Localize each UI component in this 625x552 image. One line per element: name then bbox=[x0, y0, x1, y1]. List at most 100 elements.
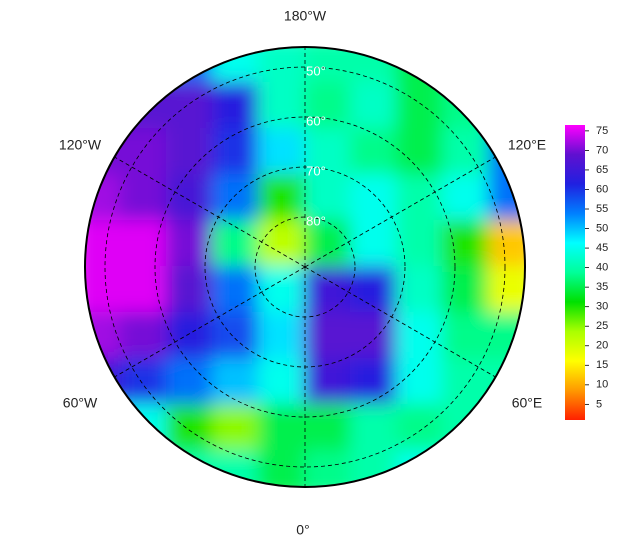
field-cell bbox=[488, 404, 525, 452]
field-cell bbox=[488, 266, 525, 314]
colorbar-label: 35 bbox=[596, 281, 608, 293]
field-cell bbox=[258, 266, 306, 314]
field-cell bbox=[166, 47, 214, 84]
field-cell bbox=[166, 404, 214, 452]
field-cell bbox=[350, 47, 398, 84]
field-cell bbox=[442, 358, 490, 406]
field-cell bbox=[350, 220, 398, 268]
field-cell bbox=[396, 128, 444, 176]
field-cell bbox=[442, 128, 490, 176]
field-cell bbox=[350, 312, 398, 360]
field-cell bbox=[304, 47, 352, 84]
field-cell bbox=[166, 220, 214, 268]
field-cell bbox=[350, 128, 398, 176]
field-cell bbox=[304, 312, 352, 360]
longitude-label: 0° bbox=[296, 522, 309, 538]
field-cell bbox=[166, 358, 214, 406]
colorbar-label: 70 bbox=[596, 144, 608, 156]
field-cell bbox=[212, 82, 260, 130]
field-cell bbox=[350, 266, 398, 314]
colorbar-label: 10 bbox=[596, 379, 608, 391]
field-cell bbox=[488, 312, 525, 360]
field-cell bbox=[350, 174, 398, 222]
colorbar-label: 20 bbox=[596, 340, 608, 352]
field-cell bbox=[396, 450, 444, 487]
field-cell bbox=[85, 82, 122, 130]
field-cell bbox=[350, 358, 398, 406]
field-cell bbox=[212, 404, 260, 452]
field-cell bbox=[166, 450, 214, 487]
field-cell bbox=[304, 220, 352, 268]
field-cell bbox=[442, 174, 490, 222]
field-cell bbox=[350, 82, 398, 130]
field-cell bbox=[212, 47, 260, 84]
field-cell bbox=[120, 82, 168, 130]
field-cell bbox=[85, 174, 122, 222]
field-cell bbox=[258, 358, 306, 406]
field-cell bbox=[442, 220, 490, 268]
field-cell bbox=[396, 47, 444, 84]
field-cell bbox=[488, 174, 525, 222]
field-cell bbox=[304, 450, 352, 487]
field-cell bbox=[396, 404, 444, 452]
colorbar-label: 40 bbox=[596, 262, 608, 274]
field-cell bbox=[120, 312, 168, 360]
latitude-circle bbox=[154, 116, 456, 418]
latitude-label: 80° bbox=[306, 213, 326, 228]
meridian bbox=[304, 266, 496, 378]
field-cell bbox=[212, 220, 260, 268]
field-cell bbox=[488, 82, 525, 130]
field-cell bbox=[304, 128, 352, 176]
field-cell bbox=[120, 47, 168, 84]
field-cell bbox=[442, 404, 490, 452]
latitude-circle bbox=[104, 66, 506, 468]
colorbar-label: 75 bbox=[596, 125, 608, 137]
field-cell bbox=[120, 450, 168, 487]
field-cell bbox=[258, 128, 306, 176]
longitude-label: 180°W bbox=[284, 8, 327, 24]
field-cell bbox=[258, 450, 306, 487]
field-cell bbox=[85, 312, 122, 360]
field-cell bbox=[396, 266, 444, 314]
field-cell bbox=[304, 266, 352, 314]
field-cell bbox=[212, 358, 260, 406]
field-cell bbox=[212, 174, 260, 222]
labels: 180°W 120°E 60°E 0° 60°W 120°W 50° 60° 70° 80° bbox=[59, 8, 546, 538]
latitude-label: 60° bbox=[306, 113, 326, 128]
field-cell bbox=[85, 404, 122, 452]
field-cell bbox=[396, 82, 444, 130]
colorbar-ticks: 5 10 15 20 25 30 35 40 45 50 55 60 65 70 75 bbox=[585, 125, 608, 410]
field-cell bbox=[442, 47, 490, 84]
field-cell bbox=[212, 128, 260, 176]
field-cell bbox=[85, 266, 122, 314]
colorbar-label: 15 bbox=[596, 359, 608, 371]
field-cell bbox=[258, 404, 306, 452]
field-cell bbox=[258, 82, 306, 130]
field-cell bbox=[488, 450, 525, 487]
longitude-label: 60°W bbox=[63, 395, 98, 411]
colorbar-label: 55 bbox=[596, 203, 608, 215]
field-cell bbox=[396, 220, 444, 268]
field-cell bbox=[350, 404, 398, 452]
meridian bbox=[114, 156, 306, 268]
longitude-label: 120°W bbox=[59, 137, 102, 153]
colorbar-label: 60 bbox=[596, 183, 608, 195]
field-cell bbox=[258, 174, 306, 222]
meridian bbox=[304, 156, 496, 268]
field-cell bbox=[350, 450, 398, 487]
field-cell bbox=[304, 174, 352, 222]
colorbar-label: 45 bbox=[596, 242, 608, 254]
field-cell bbox=[120, 404, 168, 452]
graticule bbox=[104, 47, 506, 487]
field-cell bbox=[396, 358, 444, 406]
meridian bbox=[114, 266, 306, 378]
field-cell bbox=[304, 404, 352, 452]
field-cell bbox=[166, 266, 214, 314]
field-cell bbox=[166, 174, 214, 222]
field-cell bbox=[85, 450, 122, 487]
longitude-label: 120°E bbox=[508, 137, 546, 153]
field-cell bbox=[442, 266, 490, 314]
colorbar-label: 65 bbox=[596, 164, 608, 176]
field-cell bbox=[258, 47, 306, 84]
field-cell bbox=[258, 220, 306, 268]
